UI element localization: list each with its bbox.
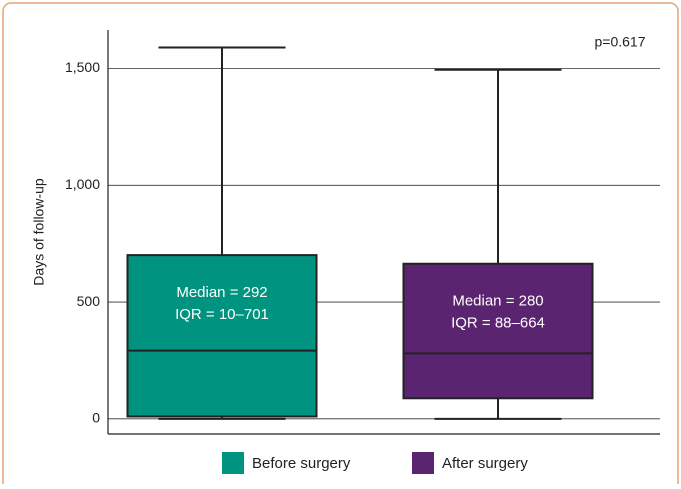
box-label: IQR = 88–664 [451, 315, 545, 332]
y-tick-label: 1,000 [65, 176, 100, 192]
box-label: Median = 292 [176, 284, 267, 301]
y-tick-label: 500 [77, 293, 101, 309]
annotation: p=0.617 [595, 34, 646, 50]
box [126, 254, 318, 418]
y-axis-label: Days of follow-up [31, 178, 47, 286]
legend-swatch [222, 452, 244, 474]
box-label: IQR = 10–701 [175, 306, 269, 323]
box [402, 262, 594, 400]
box-label: Median = 280 [452, 293, 543, 310]
legend-label: Before surgery [252, 455, 351, 472]
legend-swatch [412, 452, 434, 474]
y-tick-label: 1,500 [65, 59, 100, 75]
y-tick-label: 0 [92, 410, 100, 426]
legend-label: After surgery [442, 455, 528, 472]
